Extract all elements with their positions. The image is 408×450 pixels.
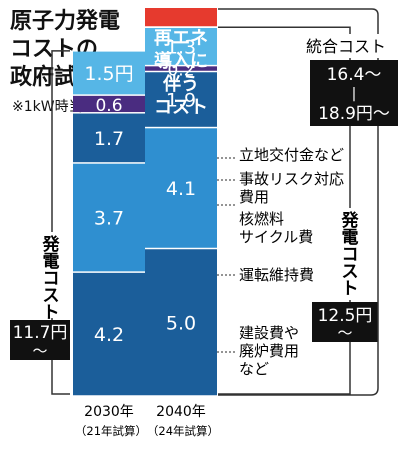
renewable-cost-segment [145,8,217,27]
series-label-4-line-0: 立地交付金など [239,146,344,164]
data-label-1-2: 1.9 [166,90,196,112]
renewable-label-line-1: 導入に [154,50,208,72]
renewable-label-line-0: 再エネ [154,28,208,49]
svg-text:ト: ト [342,279,359,299]
bracket-2030 [51,50,70,395]
data-label-1-3: 0.2 [167,61,194,81]
series-label-3-line-0: 事故リスク対応 [239,170,344,188]
data-label-0-1: 3.7 [94,208,124,230]
data-label-1-1: 4.1 [166,178,196,200]
series-label-1-line-0: 運転維持費 [239,266,314,284]
renewable-label-line-3: コスト [154,97,208,118]
series-label-0-line-2: など [239,360,269,378]
category-note-1: （24年試算） [147,424,219,438]
svg-text:電: 電 [342,228,359,248]
bar-segment-0-0 [73,272,145,396]
series-label-0-line-0: 建設費や [239,324,299,342]
data-label-0-0: 4.2 [94,324,124,346]
svg-text:コ: コ [43,269,60,289]
total-box-2030 [10,320,70,360]
series-label-2-line-1: サイクル費 [239,228,313,246]
series-label-0-line-1: 廃炉費用 [239,342,299,360]
bracket-integrated [218,8,379,396]
category-note-0: （21年試算） [75,424,147,438]
data-label-1-0: 5.0 [166,312,196,334]
svg-text:ス: ス [342,262,359,282]
svg-text:発: 発 [341,210,360,231]
integrated-label-bg [296,34,396,58]
data-label-1-4: 1.3 [166,36,196,58]
integrated-label: 統合コスト [306,37,386,56]
bracket-2040-label-bg [338,208,362,300]
integrated-value-line-1: 16.4～ [327,65,382,85]
integrated-value-line-3: 18.9円～ [318,104,390,124]
integrated-value-line-2: | [352,86,357,102]
renewable-label-line-2: 伴う [162,73,199,95]
data-label-0-4: 1.5円 [84,63,133,85]
data-label-0-2: 1.7 [94,128,124,150]
series-label-2-line-0: 核燃料 [239,210,284,228]
title-line-1: 原子力発電 [10,9,121,34]
category-label-0: 2030年 [84,404,134,420]
series-label-3-line-1: 費用 [239,188,269,206]
svg-text:電: 電 [43,252,60,272]
total-box-2040 [312,302,378,342]
total-tilde-2030: ～ [32,342,47,360]
total-value-2030: 11.7円 [13,323,68,343]
bar-segment-1-3 [145,66,217,71]
bar-segment-1-0 [145,249,217,396]
svg-text:コ: コ [342,245,359,265]
total-value-2040: 12.5円 [318,306,373,326]
bar-segment-0-3 [73,95,145,113]
bar-segment-1-1 [145,128,217,248]
bar-segment-1-2 [145,72,217,127]
bar-segment-0-2 [73,113,145,163]
bracket-2030-label-bg [40,232,62,318]
integrated-box [310,60,398,126]
svg-text:ス: ス [43,286,60,306]
bar-segment-0-1 [73,163,145,272]
data-label-0-3: 0.6 [95,96,122,116]
svg-text:ト: ト [43,303,60,323]
category-label-1: 2040年 [156,404,206,420]
bar-segment-1-4 [145,28,217,65]
total-tilde-2040: ～ [337,324,352,342]
svg-text:発: 発 [42,234,61,255]
bar-segment-0-4 [73,51,145,95]
